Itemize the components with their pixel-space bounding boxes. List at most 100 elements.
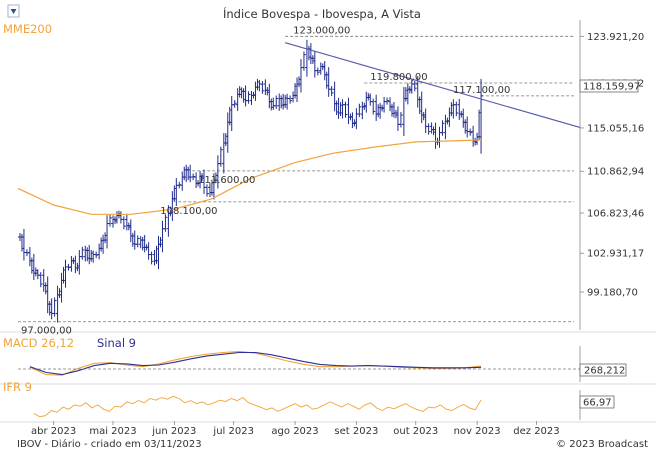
ohlc-bar: [263, 79, 268, 96]
ohlc-bar: [378, 103, 383, 119]
ohlc-bar: [184, 164, 189, 183]
ohlc-bar: [105, 215, 110, 249]
ohlc-bar: [346, 97, 351, 125]
ohlc-bar: [188, 164, 193, 183]
ohlc-bar: [473, 137, 478, 146]
ohlc-bar: [229, 96, 234, 132]
ohlc-bar: [350, 112, 355, 129]
ohlc-bar: [66, 263, 71, 271]
ohlc-bar: [293, 83, 298, 99]
ohlc-bar: [443, 114, 448, 140]
ohlc-bar: [437, 126, 442, 148]
ohlc-bar: [232, 100, 237, 108]
ohlc-bar: [121, 216, 126, 230]
ohlc-bar: [255, 78, 260, 91]
ohlc-bar: [73, 255, 78, 274]
ohlc-bar: [295, 77, 300, 102]
ohlc-bar: [391, 102, 396, 118]
x-tick-label: jul 2023: [212, 426, 254, 437]
ohlc-bar: [265, 87, 270, 96]
ohlc-bar: [433, 122, 438, 149]
ohlc-bar: [329, 86, 334, 96]
price-guide-lines: [18, 35, 575, 323]
ohlc-bar: [223, 133, 228, 147]
trendline: [284, 42, 581, 129]
ohlc-bar: [110, 215, 115, 228]
ohlc-bar: [385, 97, 390, 105]
rsi-value-label: 66,97: [583, 398, 612, 409]
ohlc-bar: [52, 297, 57, 317]
ohlc-bar: [388, 97, 393, 112]
ohlc-bar: [362, 102, 367, 110]
ohlc-bar: [101, 234, 106, 254]
ohlc-bar: [310, 55, 315, 64]
ohlc-bar: [423, 108, 428, 133]
level-label: 111.600,00: [198, 175, 255, 186]
ohlc-bar: [77, 250, 82, 275]
ohlc-bar: [237, 86, 242, 98]
macd-line: [29, 350, 482, 376]
ohlc-bar: [130, 232, 135, 247]
ohlc-bar: [393, 109, 398, 119]
ohlc-bar: [451, 99, 456, 119]
level-label: 119.800,00: [370, 72, 427, 83]
ohlc-bar: [465, 116, 470, 138]
footer-info: IBOV - Diário - criado em 03/11/2023: [17, 438, 202, 450]
ohlc-bar: [89, 249, 94, 262]
dropdown-arrow-icon[interactable]: [7, 4, 20, 18]
ohlc-bar: [277, 93, 282, 111]
x-tick-label: abr 2023: [31, 426, 76, 437]
ohlc-bar: [477, 109, 482, 140]
ohlc-bar: [149, 251, 154, 265]
price-bars: [17, 39, 484, 323]
ohlc-bar: [47, 301, 52, 316]
price-level-labels: 123.000,00 119.800,00 117.100,00 111.600,00…: [21, 25, 510, 336]
ohlc-bar: [332, 81, 337, 112]
x-tick-label: mai 2023: [89, 426, 136, 437]
ohlc-bar: [357, 103, 362, 118]
ohlc-bar: [283, 94, 288, 108]
rsi-value-box: 66,97: [579, 395, 615, 409]
ohlc-bar: [41, 269, 46, 292]
ohlc-bar: [471, 125, 476, 147]
macd-title: MACD 26,12: [3, 336, 74, 350]
ohlc-bar: [352, 119, 357, 127]
ohlc-bar: [475, 132, 480, 145]
ohlc-bar: [318, 62, 323, 75]
ohlc-bar: [103, 232, 108, 244]
ohlc-bar: [114, 211, 119, 224]
ohlc-bar: [135, 235, 140, 248]
ohlc-bar: [91, 250, 96, 263]
ohlc-bar: [457, 98, 462, 120]
ohlc-bar: [128, 219, 133, 243]
x-tick-label: out 2023: [393, 426, 438, 437]
ohlc-bar: [69, 256, 74, 272]
price-y-axis: 123.921,20119.405,92115.055,16110.862,94…: [580, 32, 644, 298]
y-tick-label: 123.921,20: [587, 32, 644, 43]
last-price-box: 118.159,97: [579, 79, 640, 93]
ohlc-bar: [405, 83, 410, 105]
ohlc-bar: [382, 96, 387, 113]
ohlc-bar: [322, 61, 327, 81]
last-price-label: 118.159,97: [583, 82, 640, 93]
rsi-line: [33, 395, 482, 418]
macd-value-label: 268,212: [584, 366, 625, 377]
mme200-line: [17, 139, 482, 215]
ohlc-bar: [21, 228, 26, 261]
ohlc-bar: [191, 173, 196, 181]
ohlc-bar: [126, 222, 131, 231]
ohlc-bar: [285, 93, 290, 110]
ohlc-bar: [146, 242, 151, 260]
ohlc-bar: [281, 93, 286, 110]
ohlc-bar: [306, 45, 311, 61]
level-label: 97.000,00: [21, 326, 72, 337]
ohlc-bar: [447, 107, 452, 127]
ohlc-bar: [142, 234, 147, 253]
macd-signal-line: [29, 351, 482, 376]
ohlc-bar: [132, 230, 137, 250]
x-tick-label: set 2023: [334, 426, 378, 437]
ohlc-bar: [55, 285, 60, 323]
ohlc-bar: [340, 99, 345, 119]
ohlc-bar: [45, 276, 50, 314]
y-tick-label: 106.823,46: [587, 208, 644, 219]
